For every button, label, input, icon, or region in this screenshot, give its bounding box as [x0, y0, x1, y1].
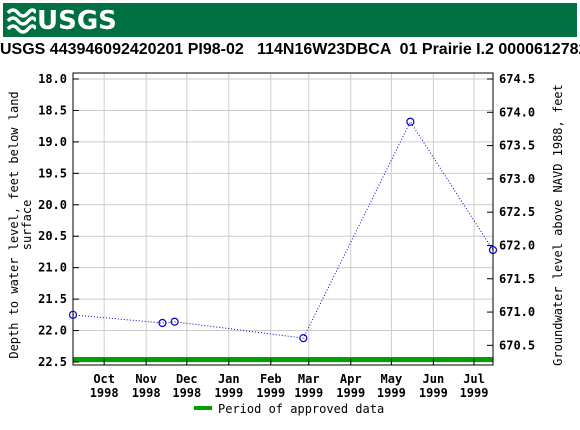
series-layer — [68, 117, 498, 343]
usgs-logo-text: USGS — [37, 6, 117, 36]
x-tick-label-month: Apr — [340, 372, 362, 386]
left-tick-label: 22.0 — [38, 324, 67, 338]
x-tick-label-year: 1999 — [336, 386, 365, 400]
left-tick-label: 19.0 — [38, 135, 67, 149]
right-tick-label: 674.5 — [499, 72, 535, 86]
right-tick-label: 672.0 — [499, 238, 535, 252]
grid-lines — [73, 73, 493, 365]
chart-title: USGS 443946092420201 PI98-02 114N16W23DB… — [0, 41, 580, 58]
x-tick-label-year: 1999 — [214, 386, 243, 400]
x-tick-label-year: 1999 — [377, 386, 406, 400]
legend: Period of approved data — [194, 402, 384, 416]
x-tick-label-year: 1998 — [132, 386, 161, 400]
right-axis-ticks: 674.5 674.0 673.5 673.0 672.5 672.0 671.5 671.0… — [487, 72, 535, 352]
x-tick-label-month: May — [381, 372, 403, 386]
x-tick-label-year: 1999 — [460, 386, 489, 400]
left-tick-label: 18.5 — [38, 103, 67, 117]
x-tick-label-month: Nov — [135, 372, 157, 386]
right-tick-label: 671.0 — [499, 305, 535, 319]
left-tick-label: 18.0 — [38, 72, 67, 86]
data-point — [170, 317, 179, 326]
x-axis-ticks: Oct1998Nov1998Dec1998Jan1999Feb1999Mar19… — [90, 359, 489, 400]
x-tick-label-month: Oct — [93, 372, 115, 386]
right-tick-label: 674.0 — [499, 105, 535, 119]
plot-frame — [72, 72, 494, 366]
right-tick-label: 672.5 — [499, 205, 535, 219]
x-tick-label-month: Mar — [298, 372, 320, 386]
approved-period-bar — [73, 357, 493, 362]
x-tick-label-month: Feb — [260, 372, 282, 386]
x-tick-label-year: 1999 — [419, 386, 448, 400]
x-tick-label-year: 1998 — [172, 386, 201, 400]
x-tick-label-month: Jul — [463, 372, 485, 386]
data-point — [68, 310, 78, 319]
left-tick-label: 20.5 — [38, 229, 67, 243]
data-point — [158, 318, 167, 328]
series-line — [72, 120, 494, 339]
legend-label-approved: Period of approved data — [218, 402, 384, 416]
left-tick-label: 19.5 — [38, 166, 67, 180]
legend-swatch-approved — [194, 406, 212, 410]
approved-data-bar — [73, 357, 493, 362]
usgs-wave-icon — [6, 8, 36, 34]
y-axis-label-left: Depth to water level, feet below land — [7, 91, 21, 358]
left-tick-label: 21.5 — [38, 292, 67, 306]
x-tick-label-month: Jun — [423, 372, 445, 386]
y-axis-label-right: Groundwater level above NAVD 1988, feet — [551, 84, 565, 366]
x-tick-label-year: 1999 — [256, 386, 285, 400]
left-tick-label: 21.0 — [38, 261, 67, 275]
y-axis-label-left-line2: surface — [20, 200, 34, 251]
x-tick-label-month: Jan — [218, 372, 240, 386]
left-tick-label: 22.5 — [38, 355, 67, 369]
right-tick-label: 673.0 — [499, 172, 535, 186]
left-tick-label: 20.0 — [38, 198, 67, 212]
x-tick-label-month: Dec — [176, 372, 198, 386]
data-point — [299, 334, 308, 343]
data-point — [488, 245, 498, 255]
x-tick-label-year: 1999 — [294, 386, 323, 400]
usgs-header-banner: USGS — [3, 3, 577, 37]
right-tick-label: 671.5 — [499, 272, 535, 286]
right-tick-label: 673.5 — [499, 139, 535, 153]
right-tick-label: 670.5 — [499, 338, 535, 352]
data-point — [406, 117, 415, 126]
x-tick-label-year: 1998 — [90, 386, 119, 400]
left-axis-ticks: 18.0 18.5 19.0 19.5 20.0 20.5 21.0 21.5 22.0 22.5 — [38, 72, 79, 369]
